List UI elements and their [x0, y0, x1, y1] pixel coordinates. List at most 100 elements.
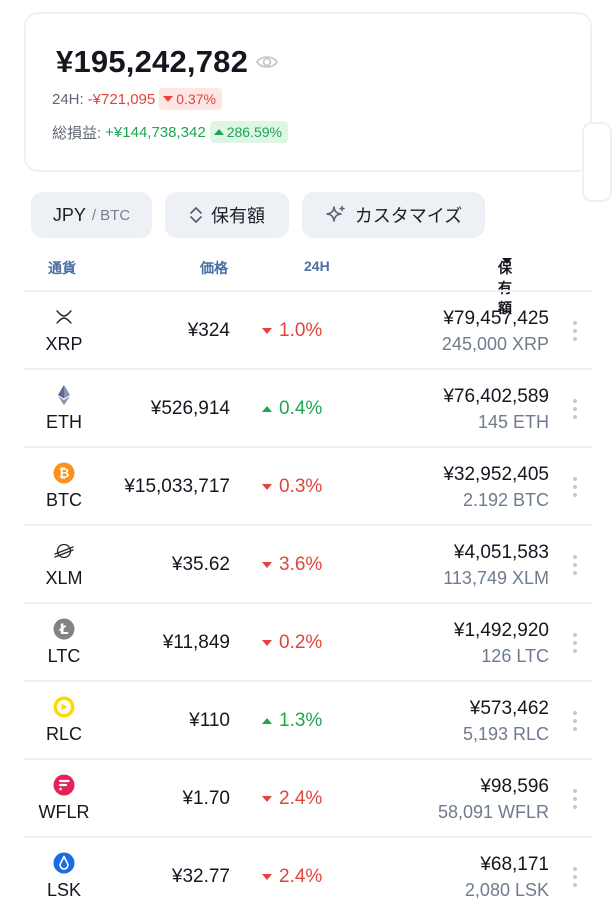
asset-row[interactable]: XRP ¥324 1.0% ¥79,457,425 245,000 XRP: [24, 292, 592, 370]
more-options-icon[interactable]: [572, 399, 578, 419]
currency-main-label: JPY: [52, 204, 86, 225]
asset-row[interactable]: ETH ¥526,914 0.4% ¥76,402,589 145 ETH: [24, 370, 592, 448]
holding-value: ¥76,402,589: [443, 386, 549, 407]
up-arrow-icon: [262, 406, 272, 412]
down-arrow-icon: [262, 484, 272, 490]
coin-cell: Ł LTC: [24, 618, 104, 667]
column-headers: 通貨 価格 24H 保有額: [0, 258, 616, 316]
portfolio-summary-card: ¥195,242,782 24H: -¥721,095 0.37% 総損益: +…: [24, 12, 612, 202]
header-price[interactable]: 価格: [200, 260, 228, 276]
coin-price: ¥1.70: [182, 788, 230, 809]
lsk-icon: [53, 852, 75, 874]
coin-change-value: 0.4%: [279, 398, 323, 419]
svg-text:₿: ₿: [59, 467, 70, 482]
total-pnl-label: 総損益:: [52, 124, 102, 142]
holding-quantity: 113,749 XLM: [443, 568, 549, 588]
coin-change-value: 0.3%: [279, 476, 323, 497]
holding-value: ¥1,492,920: [453, 620, 549, 641]
coin-change: 3.6%: [262, 554, 322, 576]
svg-text:Ł: Ł: [59, 622, 69, 638]
up-arrow-icon: [213, 129, 224, 135]
coin-cell: WFLR: [24, 774, 104, 823]
more-options-icon[interactable]: [572, 867, 578, 887]
sort-button[interactable]: 保有額: [165, 192, 289, 238]
side-panel-tab[interactable]: [582, 122, 612, 202]
coin-symbol: LTC: [47, 646, 81, 666]
total-pnl-row: 総損益: +¥144,738,342 286.59%: [52, 121, 288, 143]
asset-row[interactable]: Ł LTC ¥11,849 0.2% ¥1,492,920 126 LTC: [24, 604, 592, 682]
coin-change: 0.4%: [262, 398, 322, 420]
holding-value: ¥4,051,583: [453, 542, 549, 563]
customize-button[interactable]: カスタマイズ: [302, 192, 485, 238]
holding-quantity: 245,000 XRP: [441, 334, 549, 354]
coin-price: ¥110: [189, 710, 230, 731]
header-currency[interactable]: 通貨: [48, 260, 76, 276]
eth-icon: [53, 384, 75, 406]
change-24h-row: 24H: -¥721,095 0.37%: [52, 88, 222, 110]
coin-change: 0.2%: [262, 632, 322, 654]
more-options-icon[interactable]: [572, 477, 578, 497]
down-arrow-icon: [262, 328, 272, 334]
coin-price: ¥15,033,717: [124, 476, 230, 497]
coin-cell: ETH: [24, 384, 104, 433]
holding-value: ¥79,457,425: [443, 308, 549, 329]
more-options-icon[interactable]: [572, 711, 578, 731]
change-24h-label: 24H:: [52, 90, 84, 108]
holding-quantity: 2,080 LSK: [464, 880, 549, 900]
asset-row[interactable]: RLC ¥110 1.3% ¥573,462 5,193 RLC: [24, 682, 592, 760]
holding-value: ¥68,171: [480, 854, 549, 875]
down-arrow-icon: [262, 640, 272, 646]
asset-list: XRP ¥324 1.0% ¥79,457,425 245,000 XRP ET…: [24, 290, 592, 911]
coin-symbol: XLM: [45, 568, 83, 588]
rlc-icon: [53, 696, 75, 718]
coin-change: 2.4%: [262, 866, 322, 888]
coin-change-value: 2.4%: [279, 866, 323, 887]
xlm-icon: [53, 540, 75, 562]
holding-quantity: 126 LTC: [481, 646, 549, 666]
coin-price: ¥324: [187, 320, 230, 341]
coin-symbol: WFLR: [38, 802, 90, 822]
coin-change-value: 0.2%: [279, 632, 323, 653]
coin-symbol: LSK: [46, 880, 82, 900]
eye-icon[interactable]: [255, 54, 279, 70]
coin-price: ¥11,849: [162, 632, 230, 653]
asset-row[interactable]: LSK ¥32.77 2.4% ¥68,171 2,080 LSK: [24, 838, 592, 911]
asset-row[interactable]: XLM ¥35.62 3.6% ¥4,051,583 113,749 XLM: [24, 526, 592, 604]
coin-change: 0.3%: [262, 476, 322, 498]
coin-price: ¥32.77: [171, 866, 230, 887]
customize-label: カスタマイズ: [354, 206, 463, 226]
holding-quantity: 145 ETH: [477, 412, 549, 432]
currency-sub-label: / BTC: [91, 206, 131, 224]
sparkle-icon: [325, 205, 345, 222]
coin-change: 1.0%: [262, 320, 322, 342]
coin-cell: XRP: [24, 306, 104, 355]
holding-quantity: 5,193 RLC: [462, 724, 549, 744]
coin-symbol: RLC: [45, 724, 82, 744]
asset-row[interactable]: ₿ BTC ¥15,033,717 0.3% ¥32,952,405 2.192…: [24, 448, 592, 526]
header-24h[interactable]: 24H: [304, 258, 330, 274]
coin-cell: ₿ BTC: [24, 462, 104, 511]
more-options-icon[interactable]: [572, 633, 578, 653]
wflr-icon: [53, 774, 75, 796]
xrp-icon: [53, 306, 75, 328]
change-24h-pct: 0.37%: [176, 91, 216, 107]
coin-change-value: 1.3%: [279, 710, 323, 731]
holding-value: ¥98,596: [480, 776, 549, 797]
coin-symbol: ETH: [46, 412, 82, 432]
currency-toggle-button[interactable]: JPY / BTC: [31, 192, 152, 238]
holding-value: ¥573,462: [469, 698, 549, 719]
holding-quantity: 58,091 WFLR: [437, 802, 549, 822]
coin-change-value: 2.4%: [279, 788, 323, 809]
total-pnl-value: +¥144,738,342: [105, 123, 206, 141]
total-pnl-badge: 286.59%: [209, 121, 288, 143]
btc-icon: ₿: [53, 462, 75, 484]
more-options-icon[interactable]: [572, 321, 578, 341]
coin-cell: RLC: [24, 696, 104, 745]
total-balance-row: ¥195,242,782: [56, 44, 279, 80]
sort-label: 保有額: [211, 206, 265, 226]
change-24h-value: -¥721,095: [87, 90, 156, 108]
more-options-icon[interactable]: [572, 789, 578, 809]
ltc-icon: Ł: [53, 618, 75, 640]
more-options-icon[interactable]: [572, 555, 578, 575]
asset-row[interactable]: WFLR ¥1.70 2.4% ¥98,596 58,091 WFLR: [24, 760, 592, 838]
